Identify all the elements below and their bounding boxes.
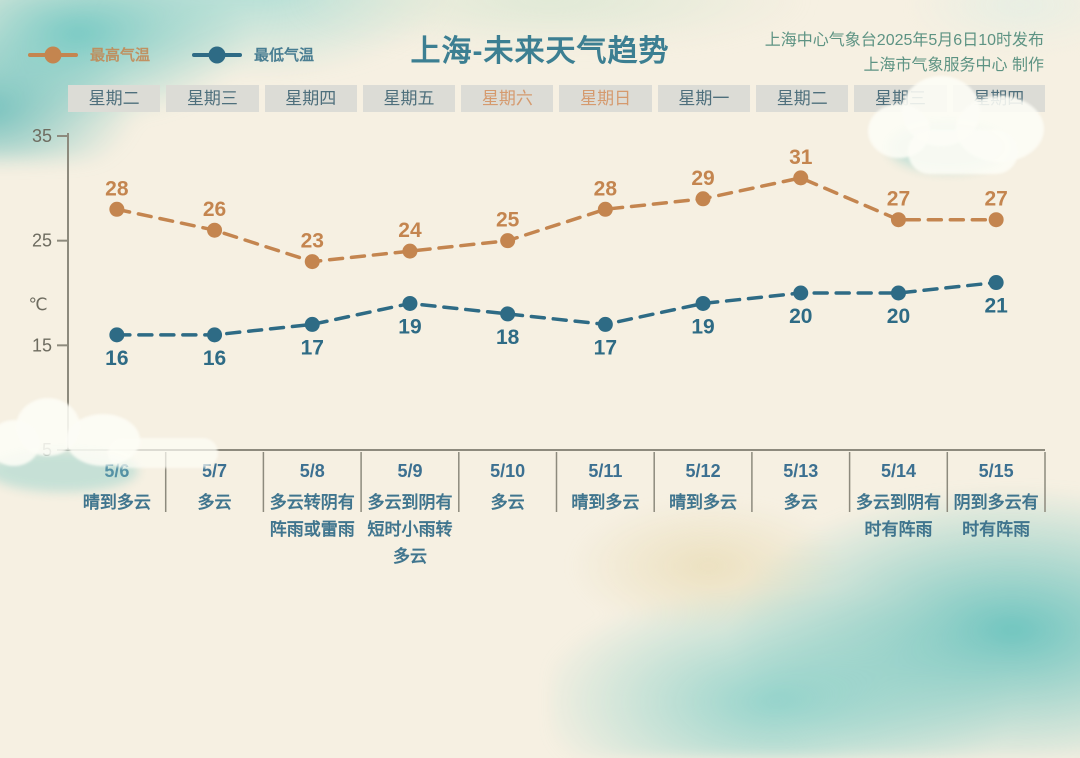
cloud-icon [868,52,1058,197]
value-label: 26 [203,198,226,221]
data-point [988,212,1004,228]
value-label: 16 [105,347,128,370]
data-point [597,201,613,217]
value-label: 17 [301,336,324,359]
value-label: 19 [398,315,421,338]
data-point [793,285,809,301]
date-label: 5/9 [397,461,423,481]
temperature-chart: 3525155℃28262324252829312727161617191817… [28,126,1046,512]
weather-label: 多云 [197,493,232,512]
value-label: 27 [887,188,910,211]
value-label: 16 [203,347,226,370]
value-label: 27 [984,188,1007,211]
forecast-column: 5/10 多云 [459,458,557,570]
y-tick-label: 35 [32,126,52,146]
series-line [115,280,998,337]
weather-label: 多云到阴有时有阵雨 [855,493,941,539]
weather-label: 晴到多云 [82,493,151,512]
y-tick-label: 25 [32,231,52,251]
value-label: 21 [984,295,1008,318]
data-point [304,316,320,332]
forecast-column: 5/15 阴到多云有时有阵雨 [947,458,1045,570]
date-label: 5/14 [880,461,916,481]
high-temp-line-dot-icon [28,46,78,63]
legend-label-low: 最低气温 [254,47,315,64]
value-label: 29 [691,167,714,190]
value-label: 24 [398,219,422,242]
data-point [500,233,516,249]
data-point [988,275,1004,291]
forecast-column: 5/8 多云转阴有阵雨或雷雨 [263,458,361,570]
value-label: 19 [691,315,714,338]
value-label: 20 [789,305,812,328]
legend-item-high-temp: 最高气温 [28,44,150,65]
data-point [890,212,906,228]
publisher-line2: 上海市气象服务中心 制作 [863,57,1044,74]
weather-label: 晴到多云 [669,493,738,512]
date-label: 5/8 [299,461,325,481]
forecast-column: 5/14 多云到阴有时有阵雨 [850,458,948,570]
chart-legend: 最高气温 最低气温 [28,44,314,65]
date-label: 5/11 [588,461,623,481]
value-label: 20 [887,305,910,328]
data-point [500,306,516,322]
forecast-column: 5/9 多云到阴有短时小雨转多云 [361,458,459,570]
data-point [695,295,711,311]
data-point [109,327,125,343]
series-line [115,176,998,264]
data-point [890,285,906,301]
weather-label: 多云转阴有阵雨或雷雨 [269,493,355,539]
y-tick-label: 15 [32,335,52,355]
data-point [207,327,223,343]
weekday-cell: 星期一 [657,85,751,112]
value-label: 17 [594,336,617,359]
legend-item-low-temp: 最低气温 [192,44,314,65]
low-temp-series: 16 16 17 19 18 17 19 20 20 21 [105,275,1008,370]
data-point [304,254,320,270]
low-temp-line-dot-icon [192,46,243,63]
weekday-cell: 星期二 [756,85,849,112]
weather-label: 多云 [490,493,525,512]
value-label: 28 [105,177,129,200]
weather-label: 阴到多云有时有阵雨 [953,493,1039,539]
value-label: 25 [496,209,520,232]
data-point [207,222,223,238]
data-point [402,243,418,259]
forecast-column: 5/12 晴到多云 [654,458,752,570]
forecast-column: 5/13 多云 [752,458,850,570]
value-label: 31 [789,146,813,169]
date-label: 5/15 [978,461,1014,481]
date-label: 5/13 [783,461,819,481]
legend-label-high: 最高气温 [90,47,151,64]
data-point [695,191,711,207]
data-point [109,201,125,217]
weather-label: 晴到多云 [571,493,640,512]
weather-label: 多云到阴有短时小雨转多云 [367,493,453,566]
value-label: 28 [594,177,618,200]
y-axis-unit-label: ℃ [28,295,47,314]
weather-label: 多云 [783,493,818,512]
weekday-cell: 星期日 [559,85,652,112]
data-point [597,316,613,332]
date-label: 5/12 [685,461,721,481]
data-point [793,170,809,186]
cloud-icon [0,392,248,497]
value-label: 18 [496,326,520,349]
data-point [402,295,418,311]
date-label: 5/10 [490,461,526,481]
forecast-column: 5/11 晴到多云 [557,458,655,570]
high-temp-series: 28 26 23 24 25 28 29 31 27 27 [105,146,1008,270]
weekday-cell: 星期六 [461,85,554,112]
value-label: 23 [301,230,324,253]
